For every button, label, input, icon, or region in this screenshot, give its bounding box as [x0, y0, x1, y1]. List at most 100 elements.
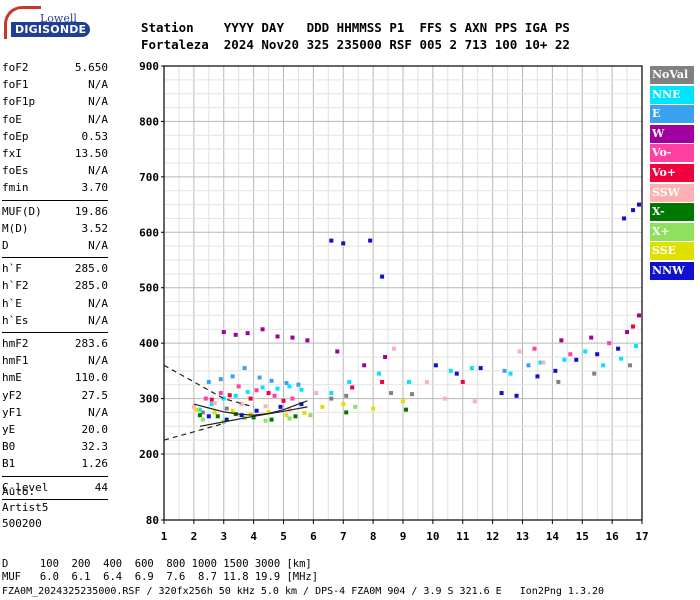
param-value: 1.26: [81, 457, 109, 471]
param-name: h`Es: [2, 313, 29, 327]
echo-point: [248, 396, 253, 401]
echo-point: [230, 408, 235, 413]
y-tick-label: 700: [139, 171, 159, 184]
legend-item: E: [650, 105, 694, 124]
echo-point: [424, 379, 429, 384]
echo-point: [245, 331, 250, 336]
param-row: B0 32.3: [2, 440, 108, 454]
param-value: N/A: [88, 405, 108, 419]
x-tick-label: 8: [370, 530, 377, 543]
echo-point: [275, 386, 280, 391]
param-value: 0.53: [81, 129, 109, 143]
x-tick-label: 12: [486, 530, 499, 543]
echo-point: [535, 374, 540, 379]
echo-point: [275, 334, 280, 339]
echo-point: [442, 396, 447, 401]
echo-point: [287, 384, 292, 389]
echo-point: [263, 404, 268, 409]
echo-point: [305, 338, 310, 343]
echo-point: [329, 396, 334, 401]
param-name: foF2: [2, 61, 29, 74]
echo-point: [383, 355, 388, 359]
param-row: foF1p N/A: [2, 95, 108, 109]
param-row: foEp 0.53: [2, 130, 108, 144]
x-tick-label: 10: [426, 530, 439, 543]
x-tick-label: 3: [220, 530, 227, 543]
echo-point: [472, 399, 477, 404]
legend-item: NNE: [650, 85, 694, 104]
echo-point: [389, 391, 394, 396]
echo-point: [619, 356, 624, 361]
param-row: C-level 44: [2, 481, 108, 495]
echo-point: [574, 357, 579, 362]
param-value: 3.52: [81, 221, 109, 235]
echo-point: [469, 366, 474, 371]
echo-point: [532, 346, 537, 351]
echo-point: [233, 332, 238, 337]
echo-point: [260, 385, 265, 390]
echo-point: [329, 238, 334, 243]
y-tick-label: 80: [146, 514, 159, 527]
x-tick-label: 4: [250, 530, 257, 543]
echo-point: [191, 404, 196, 409]
echo-point: [194, 407, 199, 412]
x-tick-label: 9: [400, 530, 407, 543]
param-row: MUF(D) 19.86: [2, 205, 108, 219]
param-row: M(D) 3.52: [2, 222, 108, 236]
panel-separator: [2, 475, 108, 477]
profile-trace-dashed: [163, 422, 224, 441]
y-tick-label: 600: [139, 226, 159, 239]
echo-point: [242, 366, 247, 371]
echo-point: [371, 406, 376, 411]
x-tick-label: 13: [516, 530, 529, 543]
echo-point: [263, 418, 268, 423]
legend-item: W: [650, 124, 694, 143]
param-value: 32.3: [81, 440, 109, 454]
echo-point: [631, 208, 636, 213]
echo-point: [254, 388, 259, 393]
legend-item: X-: [650, 203, 694, 222]
param-value: 19.86: [74, 204, 108, 218]
param-row: fxI 13.50: [2, 147, 108, 161]
echo-point: [254, 408, 259, 413]
echo-point: [347, 379, 352, 384]
param-name: hmF2: [2, 337, 29, 350]
y-tick-label: 900: [139, 60, 159, 73]
echo-point: [592, 371, 597, 376]
muf-row: MUF 6.0 6.1 6.4 6.9 7.6 8.7 11.8 19.9 [M…: [2, 571, 319, 583]
echo-point: [293, 414, 298, 419]
param-row: yF2 27.5: [2, 389, 108, 403]
echo-point: [631, 324, 636, 329]
echo-point: [278, 404, 283, 409]
echo-point: [448, 368, 453, 373]
echo-point: [269, 417, 274, 422]
echo-point: [478, 366, 483, 371]
echo-point: [272, 393, 277, 398]
echo-point: [601, 363, 606, 368]
echo-point: [314, 391, 319, 396]
param-name: fxI: [2, 147, 22, 160]
echo-point: [320, 404, 325, 409]
param-name: M(D): [2, 221, 29, 235]
echo-point: [409, 392, 414, 397]
echo-point: [260, 327, 265, 332]
param-name: foF1p: [2, 95, 36, 109]
echo-point: [553, 368, 558, 373]
echo-point: [628, 363, 633, 368]
param-row: yF1 N/A: [2, 406, 108, 420]
echo-point: [200, 417, 205, 422]
param-value: N/A: [88, 95, 108, 109]
panel-separator: [2, 498, 108, 500]
echo-point: [299, 387, 304, 392]
x-tick-label: 11: [456, 530, 470, 543]
echo-point: [335, 349, 340, 354]
echo-point: [308, 413, 313, 418]
param-name: foEp: [2, 129, 29, 143]
profile-trace-dashed: [163, 364, 254, 408]
echo-point: [406, 379, 411, 384]
param-value: N/A: [88, 239, 108, 252]
echo-point: [212, 410, 217, 415]
logo-swoosh-icon: [4, 6, 41, 39]
param-row: D N/A: [2, 239, 108, 253]
